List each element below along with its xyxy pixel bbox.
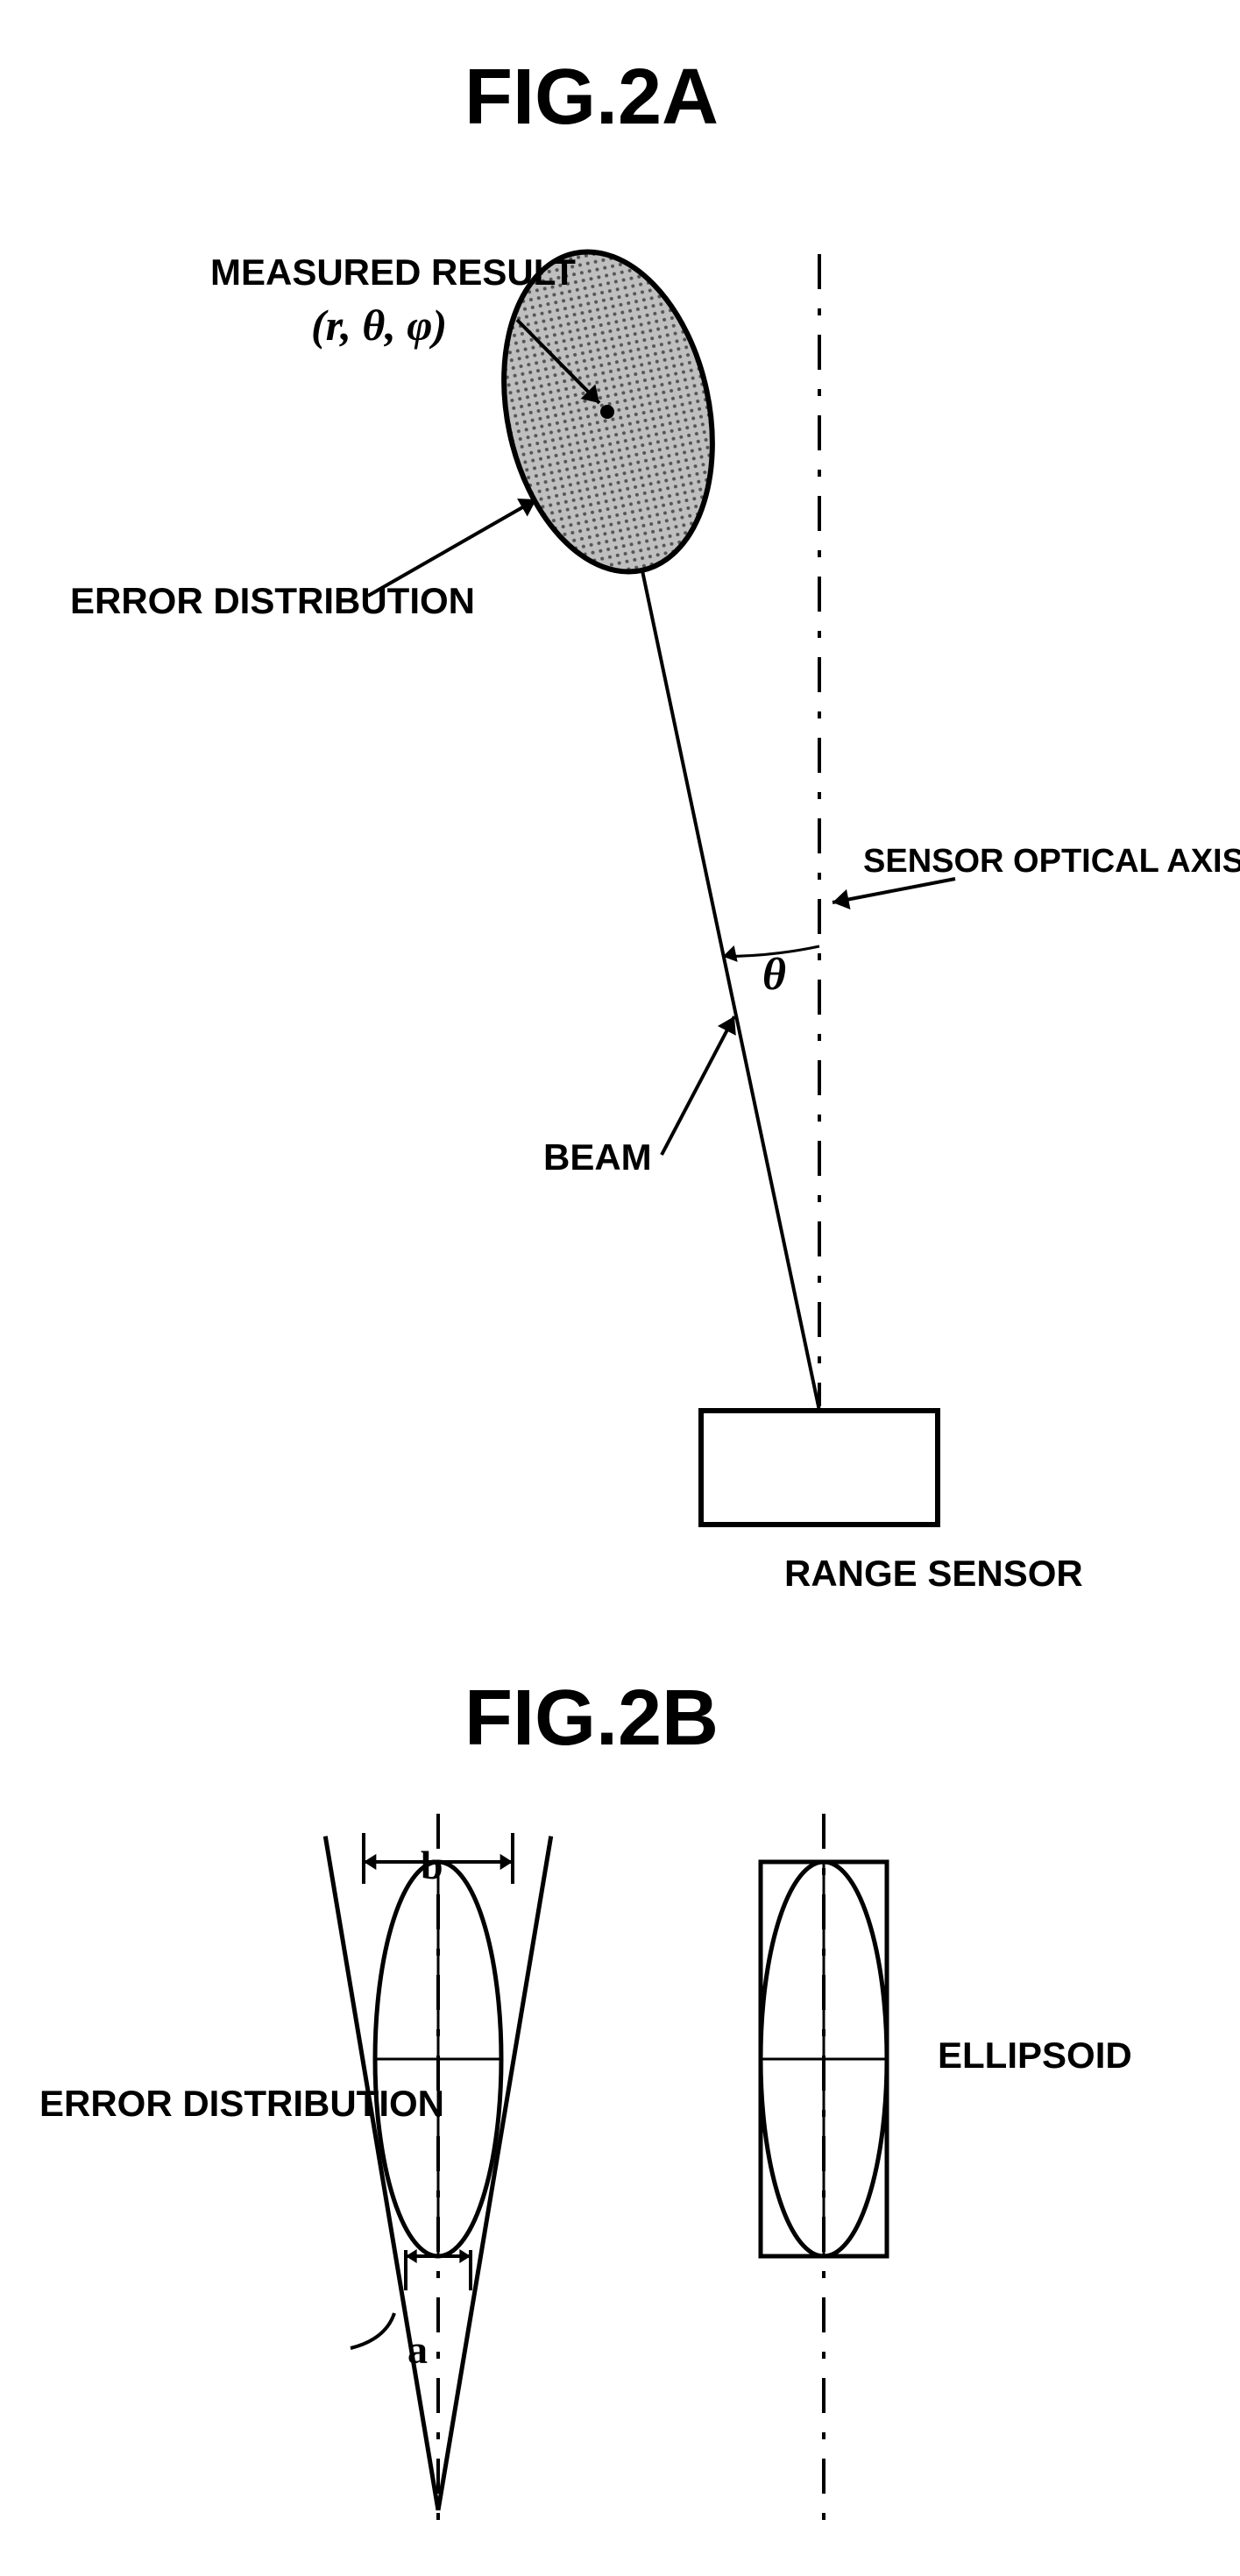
label-dim-b: b (421, 1840, 443, 1891)
fig-2b-title: FIG.2B (464, 1674, 719, 1764)
label-measured-result-line2: (r, θ, φ) (311, 298, 447, 353)
label-sensor-optical-axis: SENSOR OPTICAL AXIS (863, 841, 1240, 883)
label-error-distribution-a: ERROR DISTRIBUTION (70, 578, 475, 625)
page: FIG.2A MEASURED RESULT (r, θ, φ) ERROR D… (0, 0, 1240, 2572)
label-range-sensor: RANGE SENSOR (784, 1551, 1083, 1597)
label-measured-result-line1: MEASURED RESULT (210, 250, 576, 296)
label-theta: θ (762, 946, 786, 1003)
fig-2b-svg (0, 1814, 1240, 2576)
fig-2a-svg (0, 219, 1240, 1560)
label-beam: BEAM (543, 1135, 652, 1181)
label-error-distribution-b: ERROR DISTRIBUTION (39, 2081, 444, 2127)
fig-2a-title: FIG.2A (464, 53, 719, 143)
label-ellipsoid: ELLIPSOID (938, 2033, 1132, 2079)
label-dim-a: a (407, 2325, 428, 2375)
